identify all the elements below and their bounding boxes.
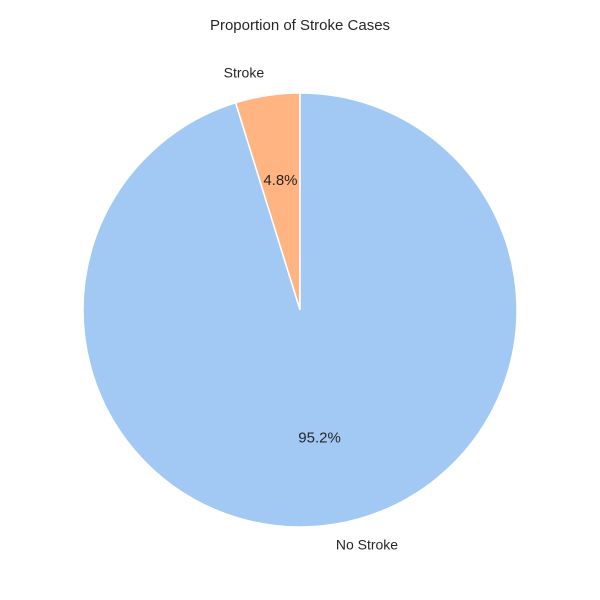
- category-label-stroke: Stroke: [224, 65, 265, 81]
- pie-slices: [82, 92, 518, 528]
- chart-title: Proportion of Stroke Cases: [210, 17, 390, 34]
- category-label-no-stroke: No Stroke: [336, 537, 398, 553]
- pie-labels: Stroke 4.8% No Stroke 95.2%: [224, 65, 399, 553]
- percent-label-stroke: 4.8%: [263, 172, 297, 189]
- pie-slice-no-stroke: [82, 92, 518, 528]
- percent-label-no-stroke: 95.2%: [298, 430, 341, 447]
